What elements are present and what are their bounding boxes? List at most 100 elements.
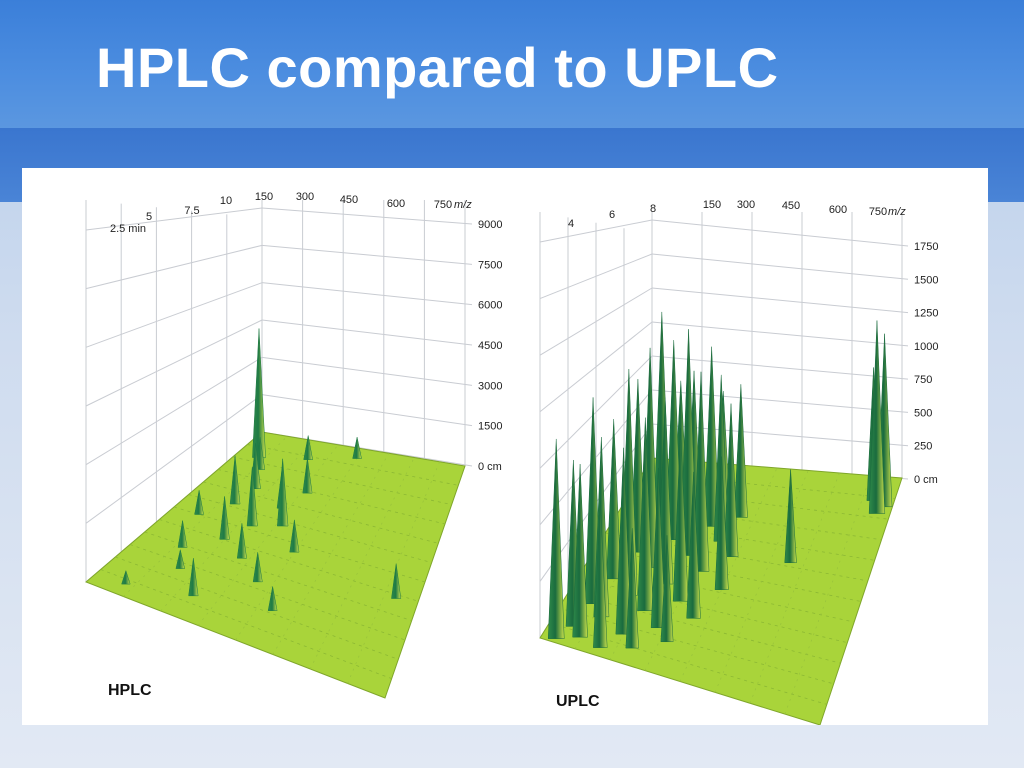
peak [267, 586, 278, 611]
intensity-tick-label: 750 [914, 374, 932, 386]
mz-unit-label: m/z [888, 206, 906, 218]
peak [625, 528, 639, 649]
intensity-tick-label: 7500 [478, 259, 502, 271]
grid-line [539, 219, 653, 243]
uplc-plot: 1750 1500 1250 1000 750 500 250 0 cm 4 6 8 150 300 45… [539, 199, 938, 725]
plot-label: HPLC [108, 682, 152, 699]
peak [277, 458, 289, 527]
intensity-tick-label: 1500 [914, 274, 938, 286]
peak [255, 437, 266, 470]
contour-line [173, 506, 426, 583]
contour-line [232, 456, 452, 506]
contour-line [144, 531, 412, 622]
mz-tick-label: 600 [387, 198, 405, 210]
mz-unit-label: m/z [454, 199, 472, 211]
mz-tick-label: 450 [340, 194, 358, 206]
intensity-tick-label: 9000 [478, 219, 502, 231]
peak [868, 320, 886, 514]
grid-line [539, 287, 653, 356]
peak [547, 438, 565, 639]
intensity-tick-label: 0 cm [478, 461, 502, 473]
grid-line [539, 355, 653, 469]
grid-line [85, 394, 263, 524]
contour-line [347, 461, 440, 684]
peak [606, 419, 622, 580]
peak [660, 535, 674, 643]
peak [121, 569, 131, 585]
peak [733, 384, 748, 518]
grid-line [651, 253, 909, 280]
intensity-tick-label: 1500 [478, 421, 502, 433]
peak [252, 328, 266, 458]
contour-line [203, 481, 439, 544]
contour-line [160, 440, 314, 612]
contour-line [159, 519, 419, 602]
peak [188, 558, 199, 597]
peak [572, 464, 588, 638]
grid-line [261, 207, 473, 225]
intensity-tick-label: 250 [914, 441, 932, 453]
peak [637, 417, 654, 611]
peak [784, 469, 797, 564]
peak [229, 455, 241, 505]
figure-panel: 9000 7500 6000 4500 3000 1500 0 cm 2.5 min 5 7.5 1… [22, 168, 988, 725]
peak [686, 471, 701, 619]
peak [302, 458, 313, 494]
intensity-tick-label: 500 [914, 407, 932, 419]
peak [703, 346, 720, 527]
peak [650, 467, 666, 629]
mz-tick-label: 600 [829, 204, 847, 216]
contour-line [784, 475, 872, 715]
peak [219, 496, 230, 540]
time-tick-label: 8 [650, 203, 656, 215]
mz-tick-label: 150 [255, 191, 273, 203]
grid-line [261, 394, 473, 427]
peak [236, 523, 247, 559]
grid-line [261, 244, 473, 265]
peak [177, 520, 188, 548]
time-tick-label: 2.5 min [110, 223, 146, 235]
contour-line [100, 569, 392, 680]
peak [303, 435, 313, 460]
peak [615, 447, 632, 635]
intensity-tick-label: 0 cm [914, 474, 938, 486]
grid-line [85, 356, 263, 466]
grid-line [85, 319, 263, 407]
grid-line [539, 321, 653, 413]
time-tick-label: 5 [146, 211, 152, 223]
peak [714, 456, 729, 590]
peak [672, 428, 689, 602]
peak [289, 519, 300, 553]
intensity-tick-label: 4500 [478, 340, 502, 352]
peak [246, 466, 258, 527]
peak [723, 403, 739, 557]
contour-line [309, 457, 415, 670]
intensity-tick-label: 3000 [478, 380, 502, 392]
intensity-tick-label: 1250 [914, 308, 938, 320]
grid-line [261, 282, 473, 306]
grid-line [85, 207, 263, 231]
peak [352, 436, 362, 459]
mz-tick-label: 450 [782, 200, 800, 212]
slide-title: HPLC compared to UPLC [96, 36, 779, 99]
contour-line [197, 444, 339, 626]
grid-line [651, 321, 909, 347]
contour-line [595, 547, 862, 602]
intensity-tick-label: 1750 [914, 241, 938, 253]
peak [252, 552, 263, 583]
intensity-tick-label: 6000 [478, 300, 502, 312]
contour-line [115, 556, 399, 660]
contour-line [549, 622, 827, 705]
grid-line [651, 287, 909, 314]
contour-line [558, 607, 834, 685]
grid-line [651, 219, 909, 247]
peak [593, 501, 608, 648]
time-tick-label: 7.5 [184, 205, 199, 217]
peak [194, 490, 204, 515]
peak [391, 563, 402, 599]
peak [692, 371, 710, 572]
mz-tick-label: 300 [296, 191, 314, 203]
peak [175, 549, 185, 569]
